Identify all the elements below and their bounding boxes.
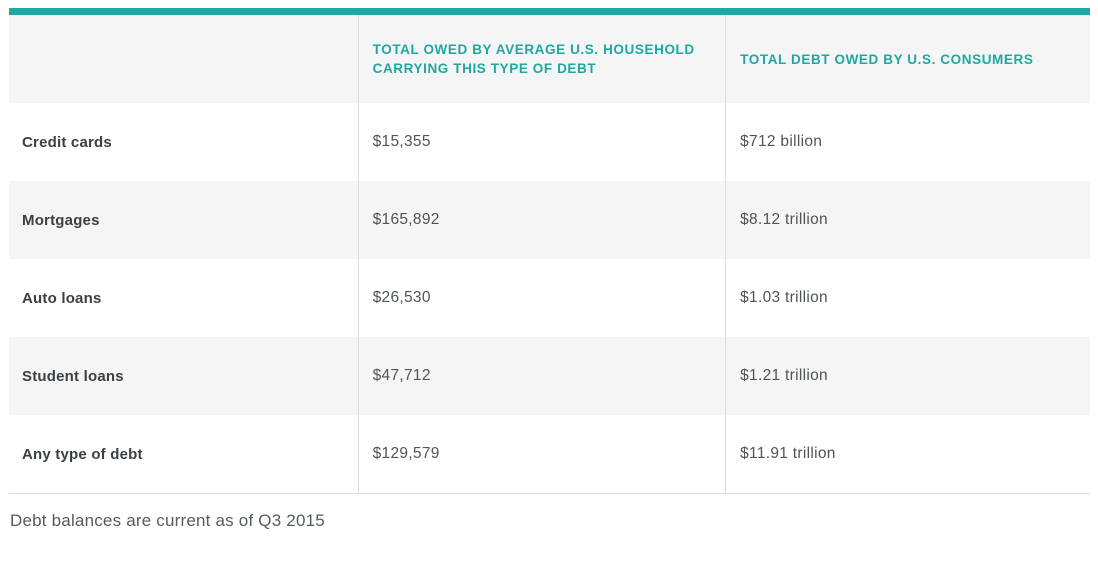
avg-household-value: $129,579 xyxy=(372,445,440,462)
header-cell-total-consumers: TOTAL DEBT OWED BY U.S. CONSUMERS xyxy=(725,15,1090,103)
cell-avg-household: $129,579 xyxy=(357,415,726,493)
debt-type-label: Mortgages xyxy=(22,211,100,229)
total-consumers-value: $1.21 trillion xyxy=(740,367,828,384)
cell-debt-type: Student loans xyxy=(9,337,358,415)
column-header-total-consumers: TOTAL DEBT OWED BY U.S. CONSUMERS xyxy=(740,51,1034,67)
avg-household-value: $26,530 xyxy=(372,289,431,306)
table-row-auto-loans: Auto loans $26,530 $1.03 trillion xyxy=(9,259,1090,337)
avg-household-value: $47,712 xyxy=(372,367,431,384)
avg-household-value: $15,355 xyxy=(372,133,431,150)
cell-total-consumers: $1.21 trillion xyxy=(725,337,1090,415)
table-row-mortgages: Mortgages $165,892 $8.12 trillion xyxy=(9,181,1090,259)
cell-total-consumers: $1.03 trillion xyxy=(725,259,1090,337)
cell-debt-type: Credit cards xyxy=(9,103,358,181)
cell-debt-type: Mortgages xyxy=(9,181,358,259)
header-cell-avg-household: TOTAL OWED BY AVERAGE U.S. HOUSEHOLD CAR… xyxy=(357,15,726,103)
cell-avg-household: $47,712 xyxy=(357,337,726,415)
cell-debt-type: Auto loans xyxy=(9,259,358,337)
footnote: Debt balances are current as of Q3 2015 xyxy=(10,511,325,530)
table-row-any-type-of-debt: Any type of debt $129,579 $11.91 trillio… xyxy=(9,415,1090,493)
cell-avg-household: $15,355 xyxy=(357,103,726,181)
total-consumers-value: $712 billion xyxy=(740,133,823,150)
cell-avg-household: $165,892 xyxy=(357,181,726,259)
header-cell-empty xyxy=(9,15,358,103)
column-header-avg-household: TOTAL OWED BY AVERAGE U.S. HOUSEHOLD CAR… xyxy=(372,42,695,76)
avg-household-value: $165,892 xyxy=(372,211,440,228)
table-row-credit-cards: Credit cards $15,355 $712 billion xyxy=(9,103,1090,181)
cell-avg-household: $26,530 xyxy=(357,259,726,337)
cell-total-consumers: $8.12 trillion xyxy=(725,181,1090,259)
debt-type-label: Credit cards xyxy=(22,133,112,151)
table-header-row: TOTAL OWED BY AVERAGE U.S. HOUSEHOLD CAR… xyxy=(9,15,1090,103)
cell-total-consumers: $11.91 trillion xyxy=(725,415,1090,493)
debt-type-label: Student loans xyxy=(22,367,124,385)
total-consumers-value: $1.03 trillion xyxy=(740,289,828,306)
cell-total-consumers: $712 billion xyxy=(725,103,1090,181)
page: TOTAL OWED BY AVERAGE U.S. HOUSEHOLD CAR… xyxy=(9,8,1090,530)
cell-debt-type: Any type of debt xyxy=(9,415,358,493)
total-consumers-value: $8.12 trillion xyxy=(740,211,828,228)
debt-type-label: Auto loans xyxy=(22,289,102,307)
debt-table: TOTAL OWED BY AVERAGE U.S. HOUSEHOLD CAR… xyxy=(9,8,1090,494)
total-consumers-value: $11.91 trillion xyxy=(740,445,836,462)
debt-type-label: Any type of debt xyxy=(22,445,143,463)
table-row-student-loans: Student loans $47,712 $1.21 trillion xyxy=(9,337,1090,415)
